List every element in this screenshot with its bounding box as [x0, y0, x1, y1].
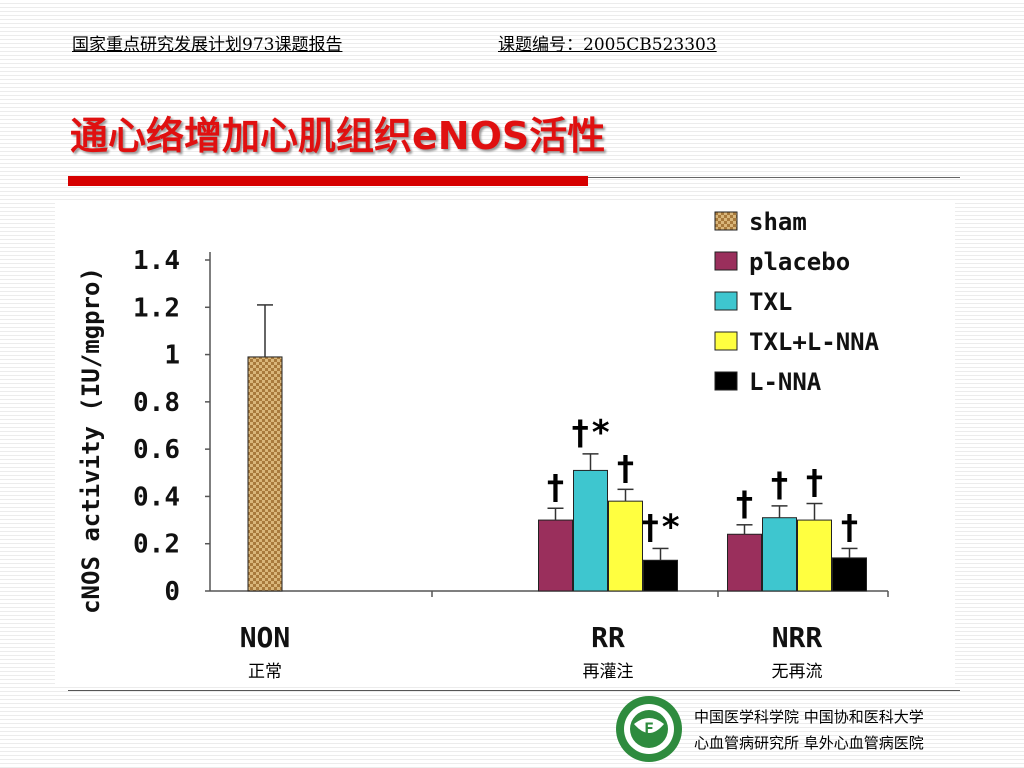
project-code: 课题编号：2005CB523303	[498, 35, 717, 55]
category-label-non: NON	[240, 621, 291, 654]
footer-line-2: 心血管病研究所 阜外心血管病医院	[694, 734, 924, 752]
bar-txl-nrr	[762, 517, 797, 592]
category-label-nrr: NRR	[772, 621, 823, 654]
bar-txl-rr	[573, 469, 608, 592]
bar-placebo-rr	[538, 519, 573, 592]
significance-mark: †	[734, 484, 754, 524]
slide-title: 通心络增加心肌组织eNOS活性	[70, 114, 606, 158]
y-tick-label: 1.4	[133, 246, 180, 276]
significance-mark: †	[804, 463, 824, 503]
y-tick-label: 0.6	[133, 435, 180, 465]
legend-label: L-NNA	[749, 368, 822, 396]
bar-l-nna-rr	[643, 559, 678, 592]
bar-txl-l-nna-nrr	[797, 519, 832, 592]
significance-mark: †	[839, 507, 859, 547]
y-tick-label: 1.2	[133, 293, 180, 323]
significance-mark: †	[769, 465, 789, 505]
bar-placebo-nrr	[727, 533, 762, 592]
significance-mark: †*	[640, 507, 681, 547]
legend-label: TXL	[749, 288, 792, 316]
y-tick-label: 0	[164, 577, 180, 607]
category-sublabel: 再灌注	[583, 662, 634, 682]
footer-line-1: 中国医学科学院 中国协和医科大学	[694, 708, 924, 726]
category-label-rr: RR	[591, 621, 625, 654]
legend-label: placebo	[749, 248, 850, 276]
title-rule	[588, 177, 960, 178]
chart-panel: 0 0.2 0.4 0.6 0.8 1 1.2 1.4 cNOS activity (IU/mg…	[55, 200, 955, 684]
significance-mark: †	[615, 448, 635, 488]
logo-mark: F	[644, 719, 654, 738]
institution-logo: F	[616, 696, 682, 762]
bar-l-nna-nrr	[832, 557, 867, 592]
legend-swatch	[714, 291, 738, 311]
enos-bar-chart: 0 0.2 0.4 0.6 0.8 1 1.2 1.4 cNOS activity (IU/mg…	[77, 208, 889, 682]
bar-sham-non	[247, 356, 283, 592]
y-tick-label: 0.8	[133, 388, 180, 418]
legend-label: TXL+L-NNA	[749, 328, 880, 356]
bar-txl-l-nna-rr	[608, 500, 643, 592]
project-header: 国家重点研究发展计划973课题报告	[72, 35, 343, 55]
legend-label: sham	[749, 208, 807, 236]
legend-swatch	[714, 331, 738, 351]
legend-swatch	[714, 371, 738, 391]
category-sublabel: 无再流	[772, 662, 823, 682]
y-tick-label: 0.2	[133, 530, 180, 560]
title-underline-bar	[68, 176, 588, 186]
footer-rule	[68, 690, 960, 691]
legend-swatch	[714, 251, 738, 271]
category-sublabel: 正常	[248, 662, 282, 682]
y-tick-label: 1	[164, 341, 180, 371]
y-axis-label: cNOS activity (IU/mgpro)	[77, 267, 105, 614]
y-tick-label: 0.4	[133, 482, 180, 512]
legend-swatch	[714, 211, 738, 231]
significance-mark: †	[545, 467, 565, 507]
significance-mark: †*	[570, 413, 611, 453]
